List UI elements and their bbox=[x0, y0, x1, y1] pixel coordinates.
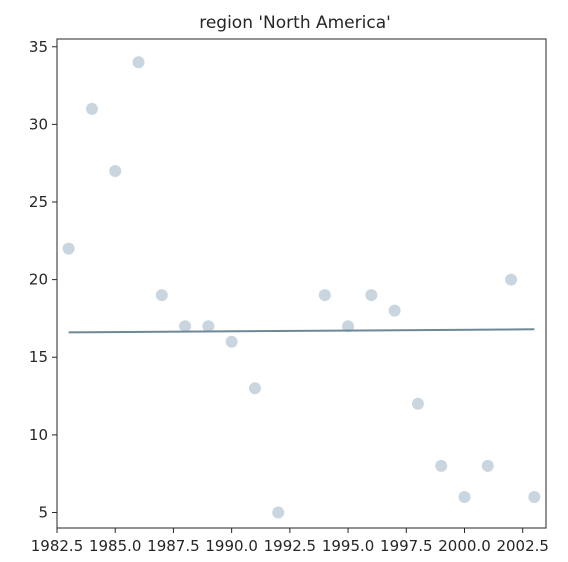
data-point bbox=[225, 335, 238, 348]
data-point bbox=[342, 320, 355, 333]
axes-frame bbox=[56, 38, 547, 529]
y-tick-label: 10 bbox=[29, 426, 48, 444]
x-tick-label: 1990.0 bbox=[205, 537, 258, 555]
data-point bbox=[481, 459, 494, 472]
x-tick-label: 1982.5 bbox=[31, 537, 84, 555]
y-tick-label: 5 bbox=[38, 503, 48, 521]
x-axis: 1982.5 1985.0 1987.5 1990.0 1992.5 1995.0 1997… bbox=[31, 528, 549, 555]
data-point bbox=[272, 506, 285, 519]
x-tick-label: 1985.0 bbox=[89, 537, 142, 555]
x-tick-label: 1997.5 bbox=[380, 537, 433, 555]
data-point bbox=[132, 56, 145, 69]
x-tick-label: 2000.0 bbox=[438, 537, 491, 555]
data-point bbox=[411, 397, 424, 410]
y-tick-label: 25 bbox=[29, 193, 48, 211]
y-tick-label: 30 bbox=[29, 115, 48, 133]
chart-title: region 'North America' bbox=[199, 13, 391, 33]
trend-line bbox=[68, 328, 535, 334]
data-point bbox=[155, 289, 168, 302]
data-point bbox=[85, 102, 98, 115]
x-tick-label: 1995.0 bbox=[322, 537, 375, 555]
data-point bbox=[62, 242, 75, 255]
data-point bbox=[458, 490, 471, 503]
data-point bbox=[202, 320, 215, 333]
data-point bbox=[365, 289, 378, 302]
data-point bbox=[528, 490, 541, 503]
plot-area bbox=[62, 56, 541, 519]
data-point bbox=[318, 289, 331, 302]
y-tick-label: 15 bbox=[29, 348, 48, 366]
data-point bbox=[109, 164, 122, 177]
y-axis: 5 10 15 20 25 30 35 bbox=[29, 38, 57, 521]
data-point bbox=[179, 320, 192, 333]
y-tick-label: 20 bbox=[29, 271, 48, 289]
x-tick-label: 1987.5 bbox=[147, 537, 200, 555]
data-point bbox=[505, 273, 518, 286]
data-point bbox=[435, 459, 448, 472]
y-tick-label: 35 bbox=[29, 38, 48, 56]
data-point bbox=[248, 382, 261, 395]
x-tick-label: 2002.5 bbox=[496, 537, 549, 555]
data-point bbox=[388, 304, 401, 317]
x-tick-label: 1992.5 bbox=[264, 537, 317, 555]
